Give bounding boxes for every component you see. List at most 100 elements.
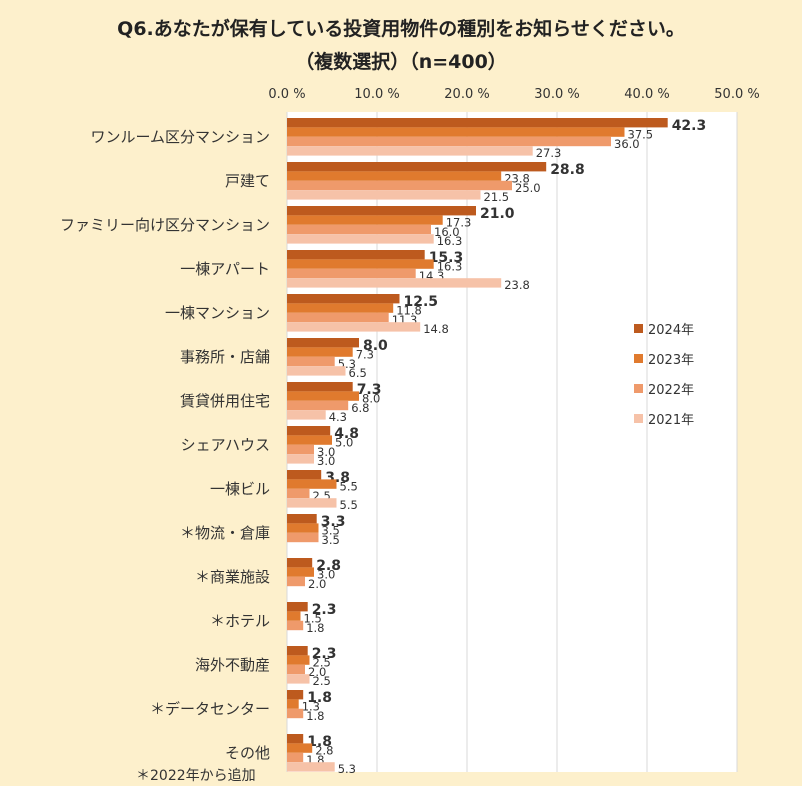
data-label: 6.5 xyxy=(349,366,367,380)
data-label: 7.3 xyxy=(356,347,374,361)
legend-label: 2021年 xyxy=(648,413,694,428)
chart-title: Q6.あなたが保有している投資用物件の種別をお知らせください。 xyxy=(117,18,685,40)
category-label: 事務所・店舗 xyxy=(180,348,270,366)
category-label: ＊商業施設 xyxy=(195,568,270,586)
bar xyxy=(287,366,346,376)
data-label: 14.8 xyxy=(423,322,449,336)
bar xyxy=(287,498,337,508)
bar xyxy=(287,646,308,656)
data-label: 2.8 xyxy=(316,558,341,574)
bar xyxy=(287,312,389,323)
data-label: 7.3 xyxy=(357,382,382,398)
bar xyxy=(287,190,481,200)
data-label: 12.5 xyxy=(404,294,439,310)
data-label: 2.8 xyxy=(315,743,333,757)
data-label: 2.3 xyxy=(312,602,337,618)
bar xyxy=(287,259,434,269)
bar xyxy=(287,690,304,700)
data-label: 25.0 xyxy=(515,181,541,195)
bar xyxy=(287,470,322,480)
category-label: 戸建て xyxy=(225,172,270,190)
data-label: 21.0 xyxy=(480,206,515,222)
data-label: 16.0 xyxy=(434,225,460,239)
footnote: ＊2022年から追加 xyxy=(136,768,256,784)
x-tick-label: 40.0 % xyxy=(624,87,669,102)
bar xyxy=(287,567,314,577)
data-label: 3.5 xyxy=(322,533,340,547)
data-label: 1.8 xyxy=(306,621,324,635)
bar xyxy=(287,146,533,156)
bar xyxy=(287,655,310,665)
category-label: 一棟ビル xyxy=(210,480,270,498)
bar xyxy=(287,602,308,612)
data-label: 1.8 xyxy=(307,690,332,706)
bar xyxy=(287,435,332,445)
x-tick-label: 10.0 % xyxy=(354,87,399,102)
data-label: 17.3 xyxy=(446,215,472,229)
data-label: 28.8 xyxy=(550,162,585,178)
data-label: 16.3 xyxy=(437,234,463,248)
category-label: 賃貸併用住宅 xyxy=(180,392,270,410)
bar xyxy=(287,127,625,137)
data-label: 3.3 xyxy=(321,514,346,530)
data-label: 2.5 xyxy=(313,655,331,669)
legend-label: 2022年 xyxy=(648,383,694,398)
legend-swatch xyxy=(634,414,643,423)
bar xyxy=(287,180,512,191)
data-label: 15.3 xyxy=(429,250,464,266)
x-tick-label: 30.0 % xyxy=(534,87,579,102)
chart-subtitle: （複数選択）（n=400） xyxy=(295,51,507,73)
category-label: 一棟アパート xyxy=(180,260,270,278)
legend-label: 2024年 xyxy=(648,323,694,338)
category-label: 海外不動産 xyxy=(195,656,270,674)
category-label: シェアハウス xyxy=(181,436,270,454)
data-label: 23.8 xyxy=(504,278,530,292)
data-label: 5.5 xyxy=(340,479,358,493)
bar xyxy=(287,224,431,235)
bar xyxy=(287,532,319,543)
bar xyxy=(287,523,319,533)
data-label: 8.0 xyxy=(363,338,388,354)
data-label: 36.0 xyxy=(614,137,640,151)
bar xyxy=(287,268,416,279)
bar xyxy=(287,426,331,436)
bar xyxy=(287,278,502,288)
data-label: 4.3 xyxy=(329,410,347,424)
bar xyxy=(287,322,421,332)
data-label: 5.3 xyxy=(338,762,356,776)
data-label: 8.0 xyxy=(362,391,380,405)
bar xyxy=(287,752,304,763)
data-label: 4.8 xyxy=(334,426,359,442)
bar xyxy=(287,488,310,499)
data-label: 2.3 xyxy=(312,646,337,662)
bar xyxy=(287,356,335,367)
data-label: 42.3 xyxy=(672,118,707,134)
category-label: ファミリー向け区分マンション xyxy=(60,216,270,234)
data-label: 5.0 xyxy=(335,435,353,449)
bar xyxy=(287,734,304,744)
bar xyxy=(287,708,304,719)
data-label: 3.0 xyxy=(317,567,335,581)
bar xyxy=(287,347,353,357)
bar xyxy=(287,294,400,304)
bar xyxy=(287,391,359,401)
bar xyxy=(287,699,299,709)
bar xyxy=(287,558,313,568)
bar xyxy=(287,206,476,216)
bar xyxy=(287,382,353,392)
bar xyxy=(287,410,326,420)
data-label: 16.3 xyxy=(437,259,463,273)
data-label: 2.0 xyxy=(308,665,326,679)
legend-swatch xyxy=(634,384,643,393)
legend-swatch xyxy=(634,354,643,363)
bar xyxy=(287,234,434,244)
bar xyxy=(287,338,359,348)
legend-swatch xyxy=(634,324,643,333)
bar xyxy=(287,743,313,753)
category-label: ＊物流・倉庫 xyxy=(180,524,270,542)
data-label: 11.8 xyxy=(396,303,422,317)
x-tick-label: 0.0 % xyxy=(268,87,305,102)
bar xyxy=(287,303,394,313)
bar xyxy=(287,136,611,147)
